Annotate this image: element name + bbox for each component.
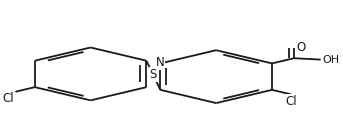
Text: OH: OH — [322, 55, 340, 65]
Text: N: N — [156, 56, 165, 69]
Text: S: S — [150, 68, 157, 81]
Text: O: O — [297, 41, 306, 54]
Text: Cl: Cl — [2, 92, 14, 105]
Text: Cl: Cl — [285, 95, 297, 108]
